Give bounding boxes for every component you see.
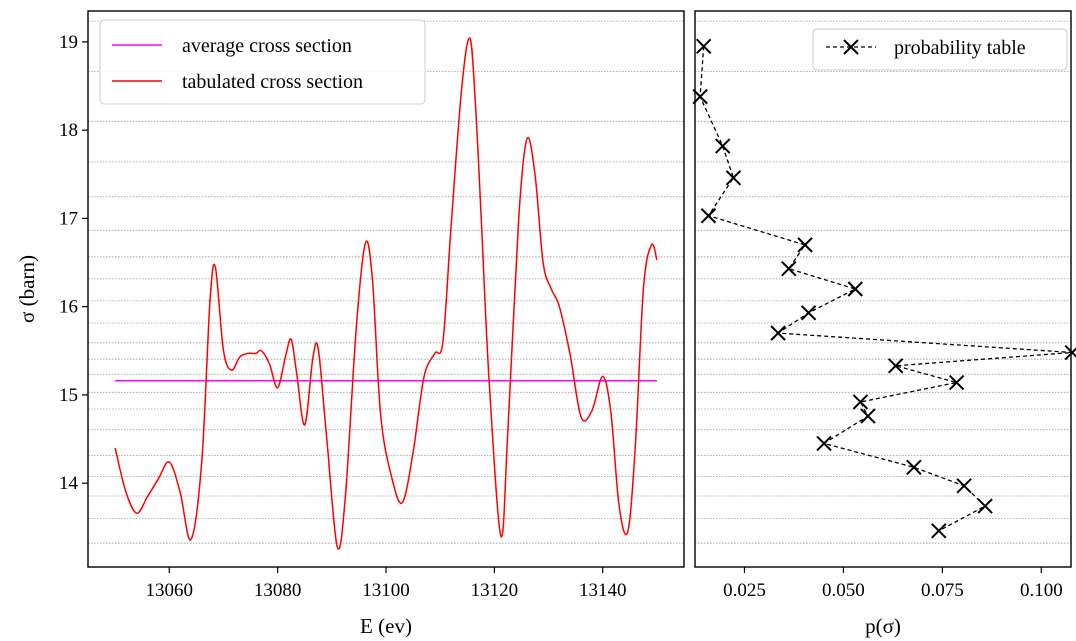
right-legend: probability table <box>812 28 1068 71</box>
x-tick-label: 13080 <box>254 580 302 601</box>
cross-section-panel: 13060 13080 13100 13120 13140 14 15 16 17 18 19 E… <box>15 10 685 638</box>
y-tick-label: 16 <box>59 297 78 318</box>
probability-marker <box>860 408 876 424</box>
right-grid-lines <box>695 20 1071 544</box>
x-tick-label: 0.075 <box>921 580 964 601</box>
probability-marker <box>770 325 786 341</box>
right-x-ticks: 0.025 0.050 0.075 0.100 <box>723 567 1063 601</box>
y-tick-label: 15 <box>59 385 78 406</box>
y-tick-label: 17 <box>59 208 78 229</box>
y-tick-label: 18 <box>59 120 78 141</box>
probability-panel: 0.025 0.050 0.075 0.100 p(σ) probability ta… <box>692 10 1076 638</box>
probability-table-line <box>699 46 1073 532</box>
probability-marker <box>1064 344 1076 361</box>
left-x-axis-label: E (ev) <box>360 614 412 638</box>
probability-marker <box>800 305 817 321</box>
x-tick-label: 0.050 <box>822 580 865 601</box>
right-legend-box <box>812 28 1068 71</box>
probability-marker <box>695 38 712 55</box>
legend-label-average: average cross section <box>182 35 352 57</box>
x-tick-label: 13100 <box>362 580 410 601</box>
right-x-axis-label: p(σ) <box>865 614 901 638</box>
probability-marker <box>714 138 731 154</box>
right-plot-frame <box>694 10 1072 568</box>
y-tick-label: 14 <box>59 473 79 494</box>
probability-marker <box>956 478 972 494</box>
left-y-axis-label: σ (barn) <box>15 255 39 323</box>
probability-marker <box>700 208 717 224</box>
x-tick-label: 13140 <box>579 580 627 601</box>
left-legend: average cross section tabulated cross se… <box>99 19 426 105</box>
left-y-ticks: 14 15 16 17 18 19 <box>59 32 88 494</box>
probability-marker <box>948 374 965 391</box>
probability-marker <box>977 498 993 514</box>
y-tick-label: 19 <box>59 32 78 53</box>
legend-label-tabulated: tabulated cross section <box>182 71 363 93</box>
left-x-ticks: 13060 13080 13100 13120 13140 <box>146 567 627 601</box>
probability-marker <box>816 435 832 452</box>
probability-marker <box>797 237 813 253</box>
x-tick-label: 0.025 <box>723 580 766 601</box>
x-tick-label: 13060 <box>146 580 194 601</box>
probability-marker <box>887 358 904 374</box>
right-series-layer <box>692 38 1076 539</box>
x-tick-label: 13120 <box>471 580 519 601</box>
tabulated-cross-section-line <box>114 37 658 550</box>
probability-marker <box>725 170 742 186</box>
probability-marker <box>906 459 922 475</box>
legend-label-probability: probability table <box>894 37 1026 59</box>
probability-marker <box>852 394 869 410</box>
x-tick-label: 0.100 <box>1020 580 1063 601</box>
probability-marker <box>847 281 864 297</box>
probability-marker <box>781 260 797 277</box>
legend-swatch-probability-marker <box>843 39 859 55</box>
left-legend-box <box>99 19 426 105</box>
probability-marker <box>931 523 947 539</box>
left-series-layer <box>114 37 658 550</box>
